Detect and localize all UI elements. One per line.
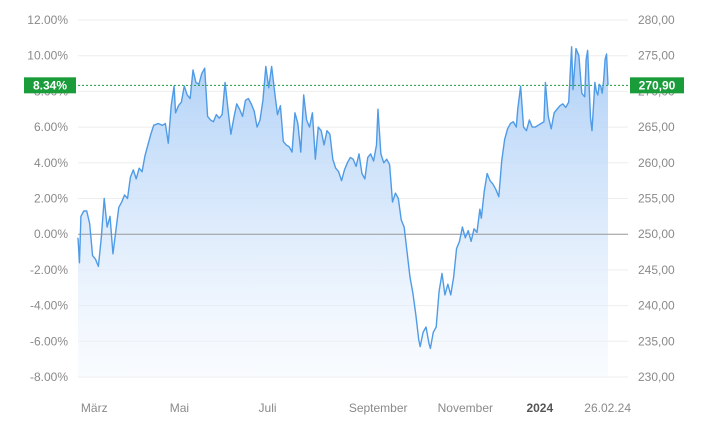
right-tick-label: 230,00 [638, 370, 675, 384]
x-tick-label: September [349, 401, 408, 415]
left-tick-label: 12.00% [27, 13, 68, 27]
right-tick-label: 250,00 [638, 227, 675, 241]
right-tick-label: 280,00 [638, 13, 675, 27]
right-tick-label: 260,00 [638, 156, 675, 170]
series-area-fill [78, 46, 608, 378]
right-tick-label: 265,00 [638, 120, 675, 134]
current-value-markers: 8.34% 270,90 [24, 77, 684, 94]
reference-layer [78, 84, 628, 235]
left-tick-label: -8.00% [30, 370, 68, 384]
x-tick-label: Mai [170, 401, 189, 415]
series-line-layer [77, 46, 609, 350]
current-price-badge [630, 77, 684, 94]
left-tick-label: 6.00% [34, 120, 68, 134]
right-tick-label: 275,00 [638, 49, 675, 63]
x-tick-label: 2024 [526, 401, 553, 415]
series-area [78, 46, 608, 378]
right-tick-label: 245,00 [638, 263, 675, 277]
left-tick-label: -6.00% [30, 334, 68, 348]
series-line [77, 46, 609, 350]
right-tick-label: 235,00 [638, 334, 675, 348]
x-tick-label: November [438, 401, 493, 415]
current-percent-label: 8.34% [33, 78, 67, 92]
x-tick-label: 26.02.24 [584, 401, 631, 415]
right-axis: 280,00275,00270,00265,00260,00255,00250,… [638, 13, 675, 384]
left-tick-label: 10.00% [27, 49, 68, 63]
left-tick-label: -4.00% [30, 299, 68, 313]
left-tick-label: -2.00% [30, 263, 68, 277]
left-tick-label: 4.00% [34, 156, 68, 170]
x-tick-label: Juli [259, 401, 277, 415]
right-tick-label: 255,00 [638, 192, 675, 206]
left-axis: 12.00%10.00%8.00%6.00%4.00%2.00%0.00%-2.… [27, 13, 68, 384]
right-tick-label: 240,00 [638, 299, 675, 313]
current-price-label: 270,90 [639, 78, 676, 92]
left-tick-label: 2.00% [34, 192, 68, 206]
x-axis: März Mai Juli September November 2024 26.02.24 [81, 401, 631, 415]
x-tick-label: März [81, 401, 108, 415]
current-percent-badge [24, 77, 76, 94]
left-tick-label: 0.00% [34, 227, 68, 241]
